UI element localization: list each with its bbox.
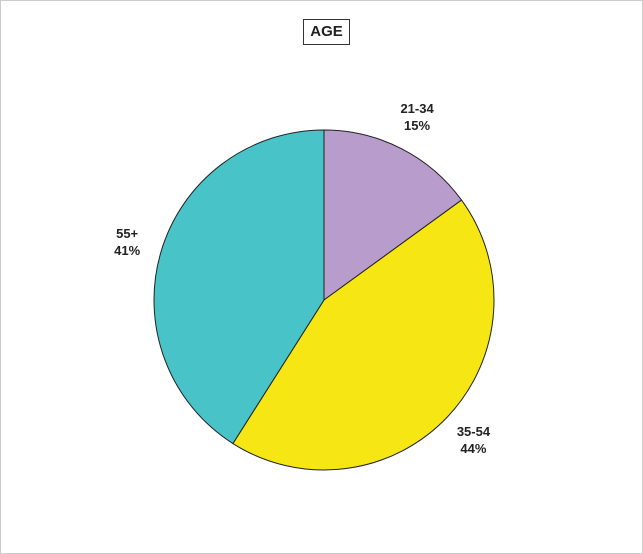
slice-category-label: 35-54 xyxy=(457,424,491,439)
pie-slice xyxy=(323,129,463,301)
pie-slice xyxy=(232,199,495,471)
chart-title: AGE xyxy=(310,23,343,40)
slice-category-label: 55+ xyxy=(116,226,138,241)
slice-value-label: 41% xyxy=(114,243,140,258)
title-box xyxy=(303,19,350,45)
slice-value-label: 44% xyxy=(460,441,486,456)
slice-category-label: 21-34 xyxy=(400,101,434,116)
slice-value-label: 15% xyxy=(404,118,430,133)
pie-slice xyxy=(153,129,325,445)
